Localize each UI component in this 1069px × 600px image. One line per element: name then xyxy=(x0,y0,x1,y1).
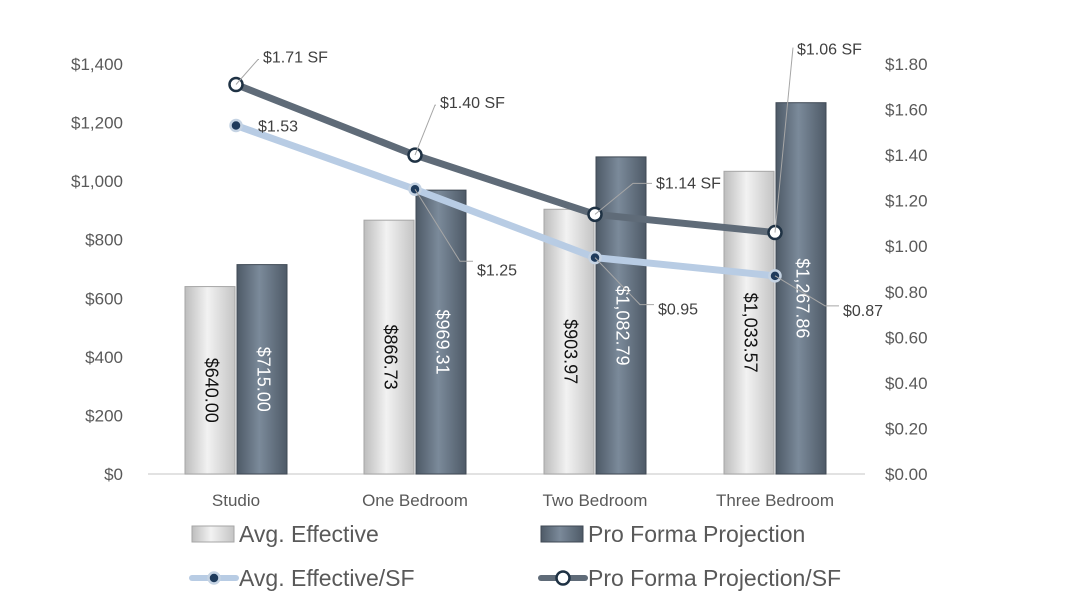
y-left-tick-label: $0 xyxy=(104,465,123,484)
avg-effective-bar-label: $903.97 xyxy=(560,319,580,384)
y-right-tick-label: $1.40 xyxy=(885,146,928,165)
pro-forma-projection-sf-data-label: $1.06 SF xyxy=(797,42,862,59)
y-right-tick-label: $1.00 xyxy=(885,237,928,256)
y-left-tick-label: $1,400 xyxy=(71,55,123,74)
y-right-tick-label: $0.80 xyxy=(885,283,928,302)
pro-forma-projection-sf-line xyxy=(232,81,779,237)
y-right-tick-label: $0.40 xyxy=(885,374,928,393)
avg-effective-sf-data-label: $1.53 xyxy=(258,119,298,136)
avg-effective-bar xyxy=(184,286,236,475)
category-label: One Bedroom xyxy=(362,491,468,510)
pro-forma-projection-bar-label: $715.00 xyxy=(253,347,273,412)
pro-forma-projection-sf-data-label: $1.71 SF xyxy=(263,50,328,67)
y-left-tick-label: $200 xyxy=(85,406,123,425)
y-right-tick-label: $0.00 xyxy=(885,465,928,484)
y-left-tick-label: $1,200 xyxy=(71,114,123,133)
pro-forma-projection-bar xyxy=(415,189,467,475)
avg-effective-legend-label: Avg. Effective xyxy=(239,521,379,547)
y-right-tick-label: $1.20 xyxy=(885,192,928,211)
category-label: Studio xyxy=(212,491,260,510)
avg-effective-sf-legend-marker xyxy=(207,571,221,585)
pro-forma-projection-bar-label: $1,082.79 xyxy=(612,285,632,365)
pro-forma-projection-sf-legend-label: Pro Forma Projection/SF xyxy=(588,565,841,591)
axes: $0 $200 $400 $600 $800 $1,000 $1,200 $1,400 $0.0… xyxy=(71,55,928,510)
avg-effective-sf-data-label: $0.95 xyxy=(658,302,698,319)
y-left-tick-label: $600 xyxy=(85,289,123,308)
category-label: Two Bedroom xyxy=(543,491,648,510)
avg-effective-sf-line xyxy=(232,122,779,280)
pro-forma-projection-bar-label: $969.31 xyxy=(432,310,452,375)
pro-forma-projection-sf-callout-line xyxy=(235,59,259,85)
avg-effective-legend-swatch xyxy=(191,525,235,543)
avg-effective-sf-callout-line xyxy=(594,257,654,306)
y-right-tick-label: $1.60 xyxy=(885,101,928,120)
y-right-tick-label: $1.80 xyxy=(885,55,928,74)
avg-effective-sf-callout-line xyxy=(774,275,839,307)
avg-effective-sf-marker xyxy=(229,118,243,133)
avg-effective-bar-label: $640.00 xyxy=(201,358,221,423)
bars xyxy=(184,102,827,475)
avg-effective-sf-data-label: $0.87 xyxy=(843,303,883,320)
pro-forma-projection-legend-swatch xyxy=(540,525,584,543)
avg-effective-bar-label: $1,033.57 xyxy=(740,293,760,373)
pro-forma-projection-sf-data-label: $1.14 SF xyxy=(656,175,721,192)
pro-forma-projection-sf-callout-line xyxy=(414,104,436,156)
pro-forma-projection-legend-label: Pro Forma Projection xyxy=(588,521,805,547)
lines xyxy=(228,76,783,283)
y-left-tick-label: $400 xyxy=(85,348,123,367)
pro-forma-projection-bar xyxy=(775,102,827,475)
avg-effective-bar-label: $866.73 xyxy=(380,325,400,390)
pro-forma-projection-bar-label: $1,267.86 xyxy=(792,258,812,338)
pro-forma-projection-bar xyxy=(595,156,647,475)
y-left-tick-label: $1,000 xyxy=(71,172,123,191)
pro-forma-projection-bar xyxy=(236,264,288,475)
pro-forma-projection-sf-legend-marker xyxy=(555,570,571,586)
pro-forma-projection-sf-callout-line xyxy=(774,47,794,233)
pro-forma-projection-sf-callout-line xyxy=(594,182,652,215)
category-label: Three Bedroom xyxy=(716,491,834,510)
pro-forma-projection-sf-data-label: $1.40 SF xyxy=(440,95,505,112)
y-left-tick-label: $800 xyxy=(85,231,123,250)
avg-effective-bar xyxy=(363,219,415,475)
avg-effective-sf-callout-line xyxy=(414,189,473,262)
avg-effective-bar xyxy=(723,170,775,475)
legend: Avg. Effective Pro Forma Projection Avg. E… xyxy=(189,521,841,591)
avg-effective-sf-data-label: $1.25 xyxy=(477,262,517,279)
avg-effective-sf-legend-label: Avg. Effective/SF xyxy=(239,565,415,591)
y-right-tick-label: $0.60 xyxy=(885,328,928,347)
y-right-tick-label: $0.20 xyxy=(885,419,928,438)
labels: $640.00 $866.73 $903.97 $1,033.57 $715.00 $96… xyxy=(201,42,883,423)
